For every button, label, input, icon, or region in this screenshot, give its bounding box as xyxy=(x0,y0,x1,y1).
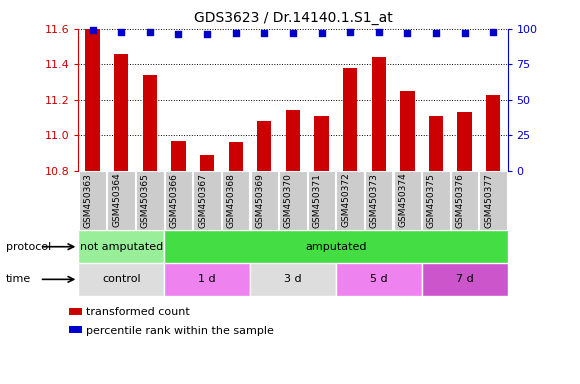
Bar xyxy=(78,263,164,296)
Text: protocol: protocol xyxy=(6,242,51,252)
Bar xyxy=(394,171,421,230)
Text: amputated: amputated xyxy=(305,242,367,252)
Point xyxy=(260,30,269,36)
Bar xyxy=(336,263,422,296)
Bar xyxy=(193,171,221,230)
Bar xyxy=(451,171,478,230)
Text: GSM450372: GSM450372 xyxy=(341,173,350,227)
Point xyxy=(117,28,126,35)
Bar xyxy=(200,155,214,384)
Point xyxy=(145,28,154,35)
Point xyxy=(346,28,355,35)
Point xyxy=(317,30,326,36)
Text: GSM450374: GSM450374 xyxy=(398,173,407,227)
Bar xyxy=(136,171,164,230)
Text: GSM450363: GSM450363 xyxy=(84,173,93,228)
Bar xyxy=(229,142,243,384)
Bar xyxy=(314,116,329,384)
Bar xyxy=(69,326,82,333)
Bar xyxy=(79,171,106,230)
Bar xyxy=(114,54,128,384)
Text: GSM450377: GSM450377 xyxy=(484,173,493,228)
Text: GSM450367: GSM450367 xyxy=(198,173,207,228)
Text: GSM450375: GSM450375 xyxy=(427,173,436,228)
Bar xyxy=(257,121,271,384)
Bar xyxy=(422,171,450,230)
Bar xyxy=(336,171,364,230)
Text: GSM450368: GSM450368 xyxy=(227,173,235,228)
Bar xyxy=(365,171,393,230)
Bar xyxy=(486,94,501,384)
Bar xyxy=(222,171,249,230)
Text: not amputated: not amputated xyxy=(79,242,163,252)
Bar xyxy=(143,75,157,384)
Text: GSM450365: GSM450365 xyxy=(141,173,150,228)
Bar xyxy=(164,263,250,296)
Bar xyxy=(250,263,336,296)
Bar xyxy=(251,171,278,230)
Point xyxy=(88,27,97,33)
Point xyxy=(202,31,212,38)
Bar xyxy=(279,171,307,230)
Point xyxy=(488,28,498,35)
Bar xyxy=(69,308,82,315)
Text: GSM450369: GSM450369 xyxy=(255,173,264,228)
Text: 3 d: 3 d xyxy=(284,274,302,285)
Bar xyxy=(85,29,100,384)
Bar xyxy=(422,263,508,296)
Point xyxy=(231,30,240,36)
Bar xyxy=(286,111,300,384)
Bar xyxy=(164,230,508,263)
Text: percentile rank within the sample: percentile rank within the sample xyxy=(86,326,274,336)
Text: control: control xyxy=(102,274,140,285)
Point xyxy=(460,30,469,36)
Point xyxy=(403,30,412,36)
Text: 7 d: 7 d xyxy=(456,274,473,285)
Text: 1 d: 1 d xyxy=(198,274,216,285)
Bar xyxy=(78,230,164,263)
Bar xyxy=(343,68,357,384)
Point xyxy=(432,30,441,36)
Text: GSM450370: GSM450370 xyxy=(284,173,293,228)
Bar xyxy=(480,171,507,230)
Point xyxy=(174,31,183,38)
Title: GDS3623 / Dr.14140.1.S1_at: GDS3623 / Dr.14140.1.S1_at xyxy=(194,11,392,25)
Bar xyxy=(458,112,472,384)
Bar xyxy=(171,141,186,384)
Bar xyxy=(107,171,135,230)
Bar xyxy=(429,116,443,384)
Text: GSM450366: GSM450366 xyxy=(169,173,179,228)
Bar xyxy=(372,57,386,384)
Bar xyxy=(308,171,335,230)
Point xyxy=(288,30,298,36)
Text: transformed count: transformed count xyxy=(86,307,190,317)
Text: GSM450376: GSM450376 xyxy=(455,173,465,228)
Text: GSM450364: GSM450364 xyxy=(112,173,121,227)
Point xyxy=(374,28,383,35)
Text: GSM450373: GSM450373 xyxy=(369,173,379,228)
Text: 5 d: 5 d xyxy=(370,274,387,285)
Bar xyxy=(165,171,192,230)
Bar xyxy=(400,91,415,384)
Text: time: time xyxy=(6,274,31,285)
Text: GSM450371: GSM450371 xyxy=(313,173,321,228)
